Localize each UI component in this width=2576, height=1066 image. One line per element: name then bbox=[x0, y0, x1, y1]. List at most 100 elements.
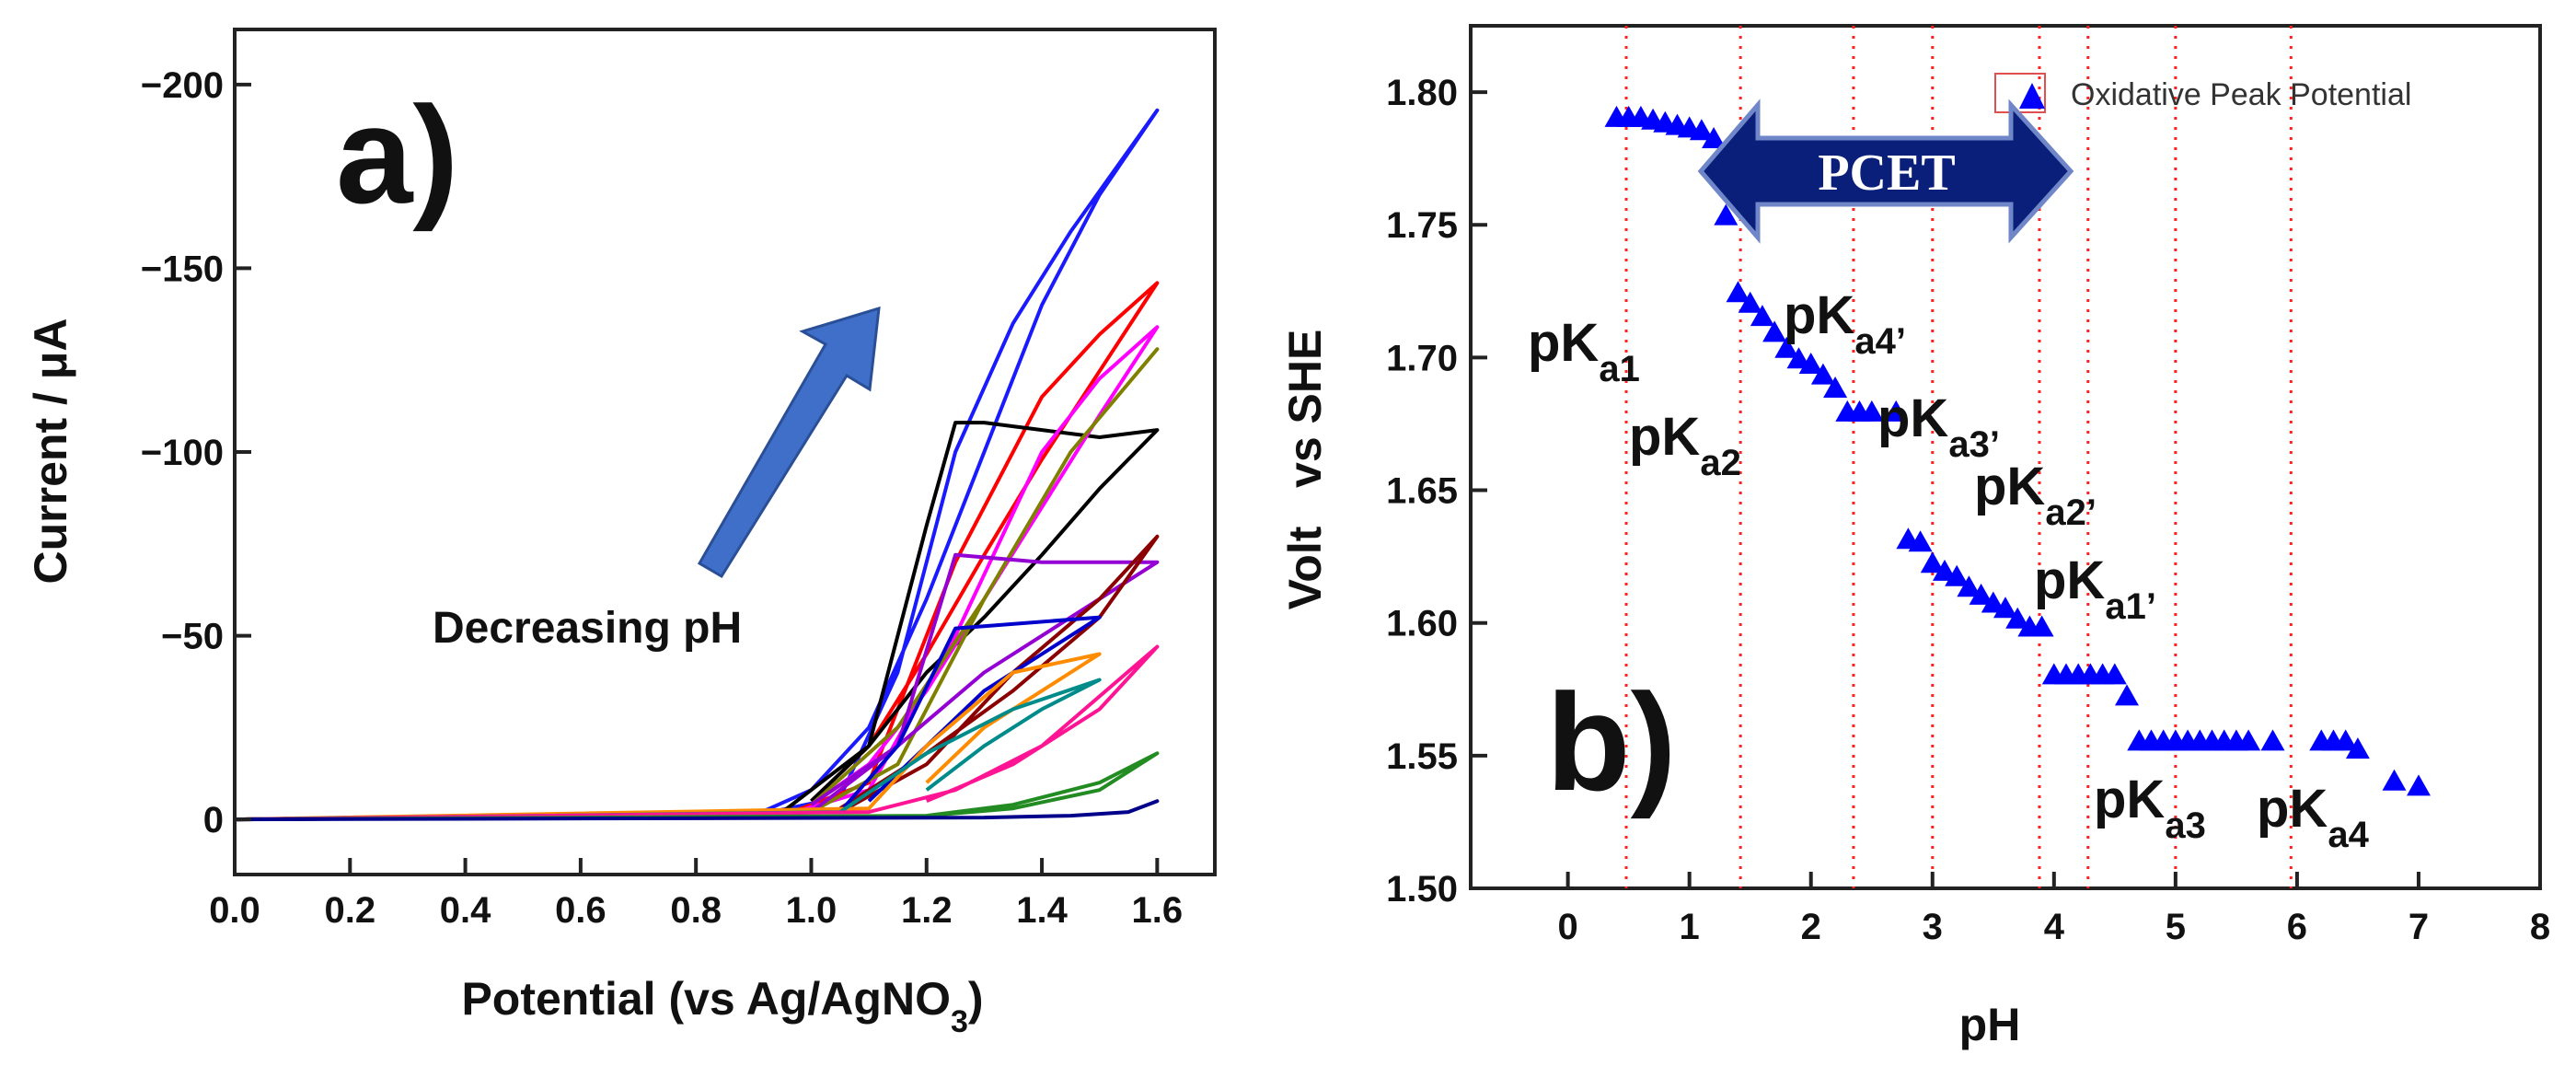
panel-a-label: a) bbox=[336, 77, 458, 232]
legend-label: Oxidative Peak Potential bbox=[2071, 77, 2411, 112]
y-tick-label: 1.70 bbox=[1386, 338, 1458, 378]
data-point-27 bbox=[1945, 564, 1970, 586]
pka-label-a1-prime: pKa1’ bbox=[2034, 550, 2156, 627]
pcet-arrow: PCET bbox=[1697, 98, 2074, 244]
x-tick-label: 1.2 bbox=[901, 890, 953, 931]
panel-a-y-axis-title: Current / μA bbox=[25, 319, 76, 585]
decreasing-ph-annotation: Decreasing pH bbox=[433, 604, 742, 653]
pka-label-a3: pKa3 bbox=[2094, 770, 2206, 846]
data-point-29 bbox=[1969, 583, 1993, 605]
x-tick-label: 0.4 bbox=[440, 890, 491, 931]
panel-a-y-ticks: 0 −50 −100 −150 −200 bbox=[141, 65, 251, 840]
data-point-7 bbox=[1689, 119, 1714, 141]
data-point-11 bbox=[1738, 291, 1762, 313]
data-point-56 bbox=[2345, 737, 2370, 759]
y-tick-label: −150 bbox=[141, 249, 224, 289]
data-point-17 bbox=[1810, 363, 1835, 385]
panel-b-y-axis-title: Volt vs SHE bbox=[1279, 330, 1331, 610]
pka-label-a2-prime: pKa2’ bbox=[1974, 457, 2097, 533]
panel-b-y-ticks: 1.50 1.55 1.60 1.65 1.70 1.75 1.80 bbox=[1386, 73, 1487, 910]
cv-curve-4 bbox=[234, 347, 1160, 822]
data-point-58 bbox=[2407, 774, 2431, 796]
panel-a-chart: 0 −50 −100 −150 −200 0.0 0.2 0.4 0.6 0.8 1.0 1.2 1.… bbox=[25, 28, 1217, 1039]
data-point-26 bbox=[1933, 559, 1957, 581]
data-point-16 bbox=[1798, 353, 1823, 374]
data-point-25 bbox=[1920, 551, 1945, 574]
x-tick-label: 0.2 bbox=[324, 890, 375, 931]
x-tick-label: 0.8 bbox=[670, 890, 722, 931]
cv-curve-8 bbox=[234, 652, 1102, 822]
y-tick-label: 1.65 bbox=[1386, 471, 1458, 512]
pka-label-a4: pKa4 bbox=[2257, 779, 2370, 855]
y-tick-label: 1.75 bbox=[1386, 205, 1458, 246]
panel-b-legend: Oxidative Peak Potential bbox=[1994, 73, 2411, 113]
data-point-34 bbox=[2029, 615, 2054, 637]
x-tick-label: 1.4 bbox=[1016, 890, 1068, 931]
y-tick-label: −100 bbox=[141, 433, 224, 473]
x-tick-label: 8 bbox=[2530, 907, 2550, 947]
data-point-57 bbox=[2382, 769, 2407, 791]
data-point-52 bbox=[2260, 729, 2285, 751]
panel-a-x-title-main: Potential (vs Ag/AgNO bbox=[461, 973, 951, 1025]
pka-label-a2: pKa2 bbox=[1629, 407, 1741, 483]
legend-marker bbox=[2019, 83, 2045, 109]
data-point-10 bbox=[1726, 281, 1750, 303]
decreasing-ph-arrow bbox=[697, 306, 881, 579]
panel-a-x-title-sub: 3 bbox=[951, 1004, 968, 1039]
x-tick-label: 4 bbox=[2044, 907, 2065, 947]
y-tick-label: 1.80 bbox=[1386, 73, 1458, 113]
panel-b-x-axis-title: pH bbox=[1959, 999, 2021, 1050]
data-point-51 bbox=[2236, 729, 2261, 751]
panel-a-x-ticks: 0.0 0.2 0.4 0.6 0.8 1.0 1.2 1.4 1.6 bbox=[209, 858, 1183, 931]
data-point-30 bbox=[1981, 591, 2005, 613]
data-point-9 bbox=[1714, 203, 1739, 226]
data-point-41 bbox=[2115, 684, 2139, 706]
panel-b-label: b) bbox=[1546, 665, 1677, 819]
cv-curve-11 bbox=[234, 751, 1160, 822]
data-point-32 bbox=[2005, 607, 2030, 629]
data-point-28 bbox=[1957, 575, 1981, 597]
data-point-8 bbox=[1702, 127, 1727, 148]
x-tick-label: 0 bbox=[1558, 907, 1578, 947]
y-tick-label: −200 bbox=[141, 65, 224, 106]
data-point-14 bbox=[1774, 336, 1799, 358]
panel-a-curves bbox=[234, 108, 1160, 822]
y-tick-label: 1.50 bbox=[1386, 869, 1458, 910]
cv-curve-5 bbox=[234, 552, 1160, 822]
data-point-12 bbox=[1750, 305, 1774, 327]
data-point-13 bbox=[1762, 320, 1787, 342]
x-tick-label: 1.6 bbox=[1132, 890, 1184, 931]
y-tick-label: −50 bbox=[161, 617, 224, 657]
data-point-55 bbox=[2333, 729, 2358, 751]
x-tick-label: 6 bbox=[2287, 907, 2307, 947]
data-point-18 bbox=[1823, 377, 1848, 398]
pka-label-a3-prime: pKa3’ bbox=[1877, 388, 2000, 465]
cv-curve-3 bbox=[234, 325, 1160, 822]
cv-curve-9 bbox=[234, 678, 1102, 822]
cv-curve-10 bbox=[234, 644, 1160, 822]
cv-curve-12 bbox=[234, 799, 1160, 822]
panel-b-points bbox=[1604, 105, 2431, 796]
y-tick-label: 1.55 bbox=[1386, 736, 1458, 777]
x-tick-label: 7 bbox=[2409, 907, 2429, 947]
x-tick-label: 0.0 bbox=[209, 890, 260, 931]
x-tick-label: 3 bbox=[1923, 907, 1943, 947]
data-point-15 bbox=[1786, 347, 1811, 369]
data-point-40 bbox=[2102, 663, 2127, 685]
panel-b-chart: 1.50 1.55 1.60 1.65 1.70 1.75 1.80 0 1 2 3 4 5 6 7 8 O… bbox=[1279, 24, 2550, 1050]
x-tick-label: 5 bbox=[2166, 907, 2186, 947]
panel-b-frame bbox=[1469, 24, 2542, 890]
panel-a-x-title-end: ) bbox=[968, 973, 984, 1025]
x-tick-label: 2 bbox=[1801, 907, 1821, 947]
panel-a-x-axis-title: Potential (vs Ag/AgNO3) bbox=[461, 973, 983, 1039]
pka-label-a1: pKa1 bbox=[1528, 313, 1640, 389]
data-point-21 bbox=[1859, 400, 1884, 422]
pcet-label: PCET bbox=[1818, 145, 1955, 202]
y-tick-label: 1.60 bbox=[1386, 604, 1458, 644]
pka-label-a4-prime: pKa4’ bbox=[1784, 285, 1906, 362]
data-point-22 bbox=[1884, 400, 1909, 422]
x-tick-label: 0.6 bbox=[555, 890, 606, 931]
y-tick-label: 0 bbox=[203, 800, 224, 840]
